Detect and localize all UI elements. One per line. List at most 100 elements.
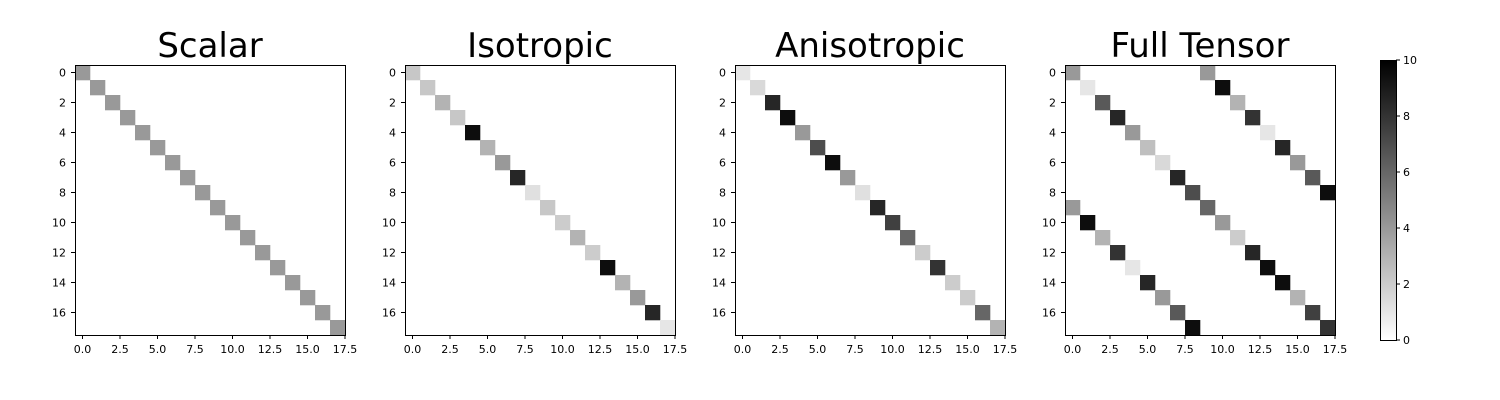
y-tick-label: 4 xyxy=(389,127,396,140)
heatmap-cell xyxy=(1260,125,1276,141)
x-tick-label: 12.5 xyxy=(918,343,943,356)
heatmap-cell xyxy=(495,155,511,171)
heatmap-cell xyxy=(1200,65,1216,81)
heatmap-cell xyxy=(165,155,181,171)
panel-title: Scalar xyxy=(157,26,262,66)
x-tick-label: 17.5 xyxy=(663,343,688,356)
x-tick-label: 10.0 xyxy=(550,343,575,356)
x-tick-label: 10.0 xyxy=(1210,343,1235,356)
panel-isotropic: Isotropic 0.0 2.5 5.0 7.5 10.0 12.5 15.0 17.5 0 2 4… xyxy=(382,26,687,356)
x-tick-label: 12.5 xyxy=(588,343,613,356)
colorbar-tick-label: 0 xyxy=(1403,334,1410,347)
y-tick-label: 8 xyxy=(59,187,66,200)
heatmap-cell xyxy=(210,200,226,216)
heatmap-cell xyxy=(315,305,331,321)
y-tick-label: 10 xyxy=(52,217,66,230)
x-tick-label: 15.0 xyxy=(955,343,980,356)
y-tick-label: 2 xyxy=(719,97,726,110)
heatmap-cell xyxy=(1065,65,1081,81)
heatmap-cell xyxy=(1095,230,1111,246)
y-tick-label: 10 xyxy=(382,217,396,230)
heatmap-cell xyxy=(540,200,556,216)
heatmap-cell xyxy=(525,185,541,201)
heatmap-cell xyxy=(930,260,946,276)
heatmap-cell xyxy=(810,140,826,156)
heatmap-cell xyxy=(1125,125,1141,141)
y-tick-label: 12 xyxy=(712,247,726,260)
y-tick-label: 4 xyxy=(1049,127,1056,140)
y-tick-label: 2 xyxy=(59,97,66,110)
heatmap-cell xyxy=(840,170,856,186)
heatmap-cell xyxy=(120,110,136,126)
heatmap-cell xyxy=(480,140,496,156)
heatmap-cell xyxy=(1110,245,1126,261)
axes-frame xyxy=(75,65,346,336)
x-tick-label: 10.0 xyxy=(220,343,245,356)
heatmap-cell xyxy=(1185,185,1201,201)
x-tick-label: 7.5 xyxy=(846,343,864,356)
heatmap-cell xyxy=(1185,320,1201,336)
heatmap-cell xyxy=(1080,215,1096,231)
panel-title: Anisotropic xyxy=(775,26,965,66)
heatmap-cell xyxy=(960,290,976,306)
heatmap-cell xyxy=(465,125,481,141)
heatmap-cell xyxy=(585,245,601,261)
heatmap-cell xyxy=(1080,80,1096,96)
heatmap-cell xyxy=(1320,320,1336,336)
heatmap-cell xyxy=(1170,305,1186,321)
heatmap-cell xyxy=(1155,290,1171,306)
heatmap-cell xyxy=(1125,260,1141,276)
heatmap-cell xyxy=(1170,170,1186,186)
heatmap-cell xyxy=(1275,275,1291,291)
colorbar-tick-label: 2 xyxy=(1403,278,1410,291)
x-tick-label: 17.5 xyxy=(993,343,1018,356)
x-tick-label: 2.5 xyxy=(771,343,789,356)
heatmap-cell xyxy=(735,65,751,81)
heatmap-cell xyxy=(1245,110,1261,126)
y-tick-label: 2 xyxy=(389,97,396,110)
y-tick-label: 16 xyxy=(382,307,396,320)
y-tick-label: 0 xyxy=(719,67,726,80)
y-tick-label: 12 xyxy=(382,247,396,260)
x-tick-label: 5.0 xyxy=(1139,343,1157,356)
y-tick-label: 12 xyxy=(1042,247,1056,260)
heatmap-cell xyxy=(600,260,616,276)
heatmap-cell xyxy=(180,170,196,186)
colorbar-tick-label: 4 xyxy=(1403,222,1410,235)
heatmap-cell xyxy=(855,185,871,201)
y-tick-label: 14 xyxy=(712,277,726,290)
heatmap-cell xyxy=(1305,170,1321,186)
y-tick-label: 12 xyxy=(52,247,66,260)
x-tick-label: 5.0 xyxy=(809,343,827,356)
panels: Scalar 0.0 2.5 5.0 7.5 10.0 12.5 15.0 17.5 0 2 4 6 8 1… xyxy=(52,26,1347,356)
heatmap-cell xyxy=(405,65,421,81)
heatmap-cell xyxy=(1275,140,1291,156)
y-tick-label: 14 xyxy=(1042,277,1056,290)
y-tick-label: 16 xyxy=(1042,307,1056,320)
axes-frame xyxy=(735,65,1006,336)
heatmap-cell xyxy=(1305,305,1321,321)
heatmap-cell xyxy=(1155,155,1171,171)
heatmap-cell xyxy=(615,275,631,291)
colorbar-tick-label: 8 xyxy=(1403,110,1410,123)
x-tick-label: 10.0 xyxy=(880,343,905,356)
heatmap-cell xyxy=(90,80,106,96)
heatmap-cell xyxy=(270,260,286,276)
heatmap-cell xyxy=(1140,140,1156,156)
colorbar: 0 2 4 6 8 10 xyxy=(1380,54,1417,347)
heatmap-cell xyxy=(915,245,931,261)
y-tick-label: 6 xyxy=(389,157,396,170)
heatmap-cell xyxy=(885,215,901,231)
heatmap-cell xyxy=(660,320,676,336)
heatmap-cell xyxy=(1215,80,1231,96)
heatmap-cell xyxy=(750,80,766,96)
x-tick-label: 2.5 xyxy=(1101,343,1119,356)
heatmap-cell xyxy=(1095,95,1111,111)
x-tick-label: 15.0 xyxy=(295,343,320,356)
y-tick-label: 6 xyxy=(1049,157,1056,170)
heatmap-cell xyxy=(195,185,211,201)
heatmap-cell xyxy=(990,320,1006,336)
x-tick-label: 0.0 xyxy=(734,343,752,356)
heatmap-cell xyxy=(555,215,571,231)
heatmap-cell xyxy=(1290,155,1306,171)
